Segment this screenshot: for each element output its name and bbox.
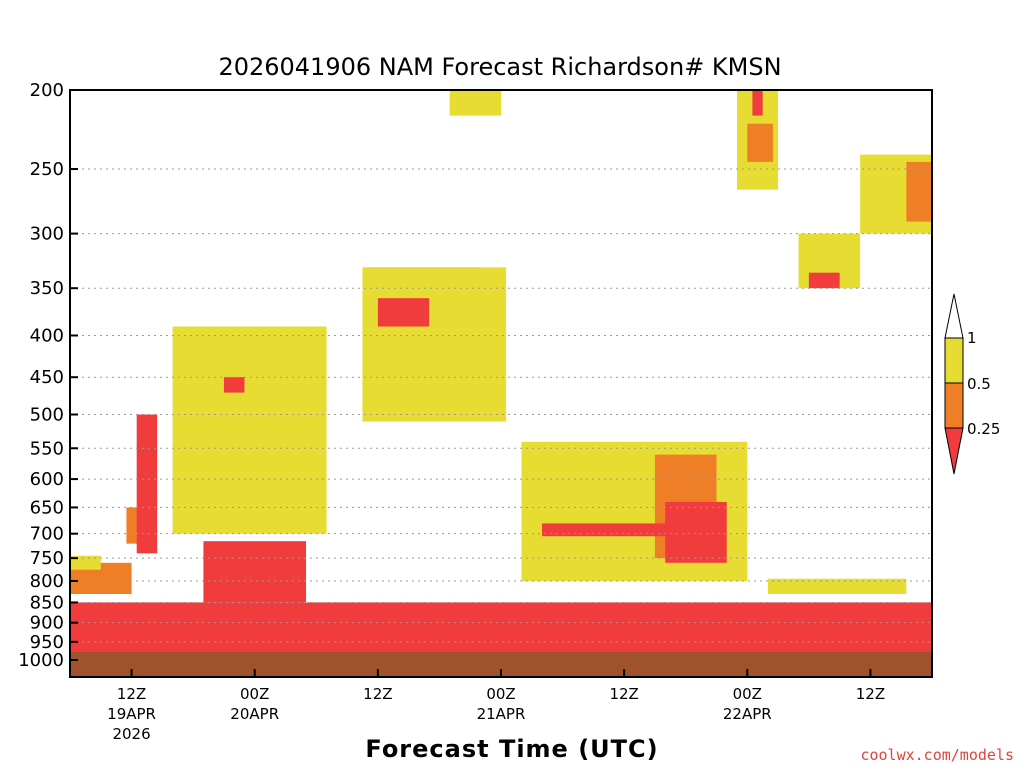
legend: 1 0.5 0.25 xyxy=(944,293,1000,475)
x-tick-label-3: 00Z xyxy=(486,685,515,703)
ri-region-18 xyxy=(747,123,773,162)
y-tick-label-900: 900 xyxy=(30,613,64,634)
y-tick-label-350: 350 xyxy=(30,278,64,299)
credit-text: coolwx.com/models xyxy=(860,746,1014,764)
y-tick-label-450: 450 xyxy=(30,367,64,388)
y-tick-label-650: 650 xyxy=(30,497,64,518)
ri-region-16 xyxy=(665,501,727,563)
x-axis-title: Forecast Time (UTC) xyxy=(365,735,658,763)
x-tick-date-5: 22APR xyxy=(723,705,772,723)
y-tick-label-800: 800 xyxy=(30,571,64,592)
x-tick-label-5: 00Z xyxy=(733,685,762,703)
ri-region-8 xyxy=(203,541,307,603)
ri-region-23 xyxy=(906,161,932,222)
y-tick-label-200: 200 xyxy=(30,80,64,101)
y-tick-label-400: 400 xyxy=(30,325,64,346)
ri-region-2 xyxy=(70,555,101,570)
y-tick-label-950: 950 xyxy=(30,632,64,653)
x-tick-label-1: 00Z xyxy=(240,685,269,703)
y-tick-label-850: 850 xyxy=(30,592,64,613)
legend-swatch-0-25-0-5 xyxy=(944,382,964,429)
x-tick-date-3: 21APR xyxy=(477,705,526,723)
legend-swatch-0-5-1 xyxy=(944,337,964,384)
ri-region-11 xyxy=(362,267,507,422)
ri-region-3 xyxy=(136,414,158,554)
x-tick-date-1: 20APR xyxy=(230,705,279,723)
ri-region-24 xyxy=(767,578,907,595)
y-tick-label-550: 550 xyxy=(30,438,64,459)
ri-region-0 xyxy=(70,602,932,652)
y-tick-label-500: 500 xyxy=(30,405,64,426)
x-tick-label-6: 12Z xyxy=(856,685,885,703)
y-tick-label-750: 750 xyxy=(30,548,64,569)
legend-swatch-above-1 xyxy=(944,293,964,339)
ri-region-19 xyxy=(752,90,763,116)
y-axis: 200 250 300 350 400 450 500 550 600 650 700 7508008… xyxy=(18,80,78,671)
legend-label-0: 1 xyxy=(967,329,977,347)
ri-region-9 xyxy=(449,90,501,116)
x-tick-label-2: 12Z xyxy=(363,685,392,703)
x-tick-date-0: 19APR xyxy=(107,705,156,723)
y-tick-label-600: 600 xyxy=(30,469,64,490)
y-tick-label-300: 300 xyxy=(30,224,64,245)
ri-region-12 xyxy=(377,298,430,327)
x-axis: 12Z 19APR 2026 00Z 20APR 12Z 00Z 21APR 12Z 00Z 22A… xyxy=(107,669,885,743)
ri-region-21 xyxy=(808,272,840,289)
chart-title: 2026041906 NAM Forecast Richardson# KMSN xyxy=(218,53,781,81)
ri-region-6 xyxy=(172,326,327,534)
legend-swatch-below-0-25 xyxy=(944,427,964,475)
x-tick-label-4: 12Z xyxy=(609,685,638,703)
ri-region-7 xyxy=(223,377,245,393)
y-tick-label-250: 250 xyxy=(30,159,64,180)
y-tick-label-700: 700 xyxy=(30,524,64,545)
legend-label-2: 0.25 xyxy=(967,420,1000,438)
x-tick-label-0: 12Z xyxy=(117,685,146,703)
legend-label-1: 0.5 xyxy=(967,375,991,393)
x-tick-year-0: 2026 xyxy=(112,725,150,743)
ri-region-13 xyxy=(542,523,686,537)
y-tick-label-1000: 1000 xyxy=(18,650,64,671)
